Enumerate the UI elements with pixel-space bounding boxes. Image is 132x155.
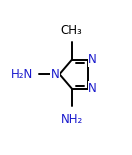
Text: H₂N: H₂N (11, 68, 33, 81)
Text: NH₂: NH₂ (61, 113, 83, 126)
Text: N: N (88, 82, 97, 95)
Text: N: N (88, 53, 97, 66)
Text: CH₃: CH₃ (61, 24, 83, 37)
Text: N: N (51, 68, 59, 81)
